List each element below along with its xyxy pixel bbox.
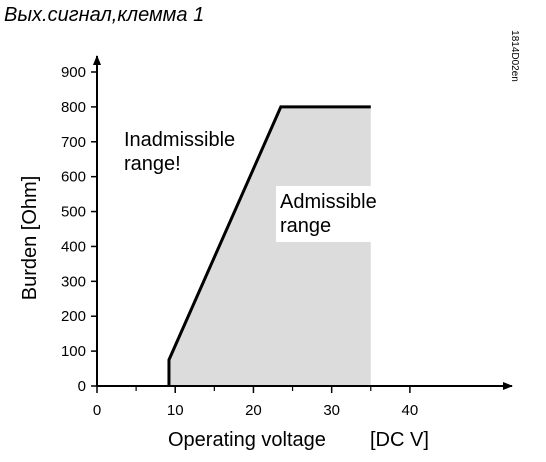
y-tick-labels: 0 100 200 300 400 500 600 700 800 900	[61, 64, 86, 395]
page-title: Вых.сигнал,клемма 1	[4, 4, 205, 26]
y-tick-label: 400	[61, 238, 86, 255]
y-axis-label: Burden [Ohm]	[19, 176, 41, 301]
x-axis-unit: [DC V]	[370, 429, 429, 451]
admissible-region	[168, 106, 371, 386]
admissible-label-line-1: Admissible	[280, 191, 377, 213]
y-tick-label: 0	[78, 378, 86, 395]
y-tick-label: 200	[61, 308, 86, 325]
x-tick-label: 10	[167, 402, 184, 419]
x-tick-label: 20	[245, 402, 262, 419]
admissible-label: Admissible range	[280, 191, 382, 237]
y-tick-label: 900	[61, 64, 86, 81]
y-tick-label: 700	[61, 134, 86, 151]
inadmissible-label-line-2: range!	[124, 153, 181, 175]
admissible-label-bg	[276, 186, 388, 242]
y-tick-label: 100	[61, 343, 86, 360]
x-axis-label: Operating voltage	[168, 429, 326, 451]
y-tick-label: 800	[61, 99, 86, 116]
inadmissible-label-bg	[120, 126, 244, 178]
document-code: 1814D02en	[509, 30, 520, 82]
boundary-line	[167, 105, 371, 386]
inadmissible-label: Inadmissible range!	[124, 129, 241, 175]
x-tick-label: 40	[402, 402, 419, 419]
admissible-label-line-2: range	[280, 215, 331, 237]
x-tick-label: 0	[93, 402, 101, 419]
y-tick-label: 300	[61, 273, 86, 290]
y-tick-label: 500	[61, 204, 86, 221]
x-tick-labels: 0 10 20 30 40	[93, 402, 418, 419]
x-tick-label: 30	[323, 402, 340, 419]
x-axis-ticks	[96, 386, 411, 393]
y-tick-label: 600	[61, 169, 86, 186]
inadmissible-label-line-1: Inadmissible	[124, 129, 235, 151]
